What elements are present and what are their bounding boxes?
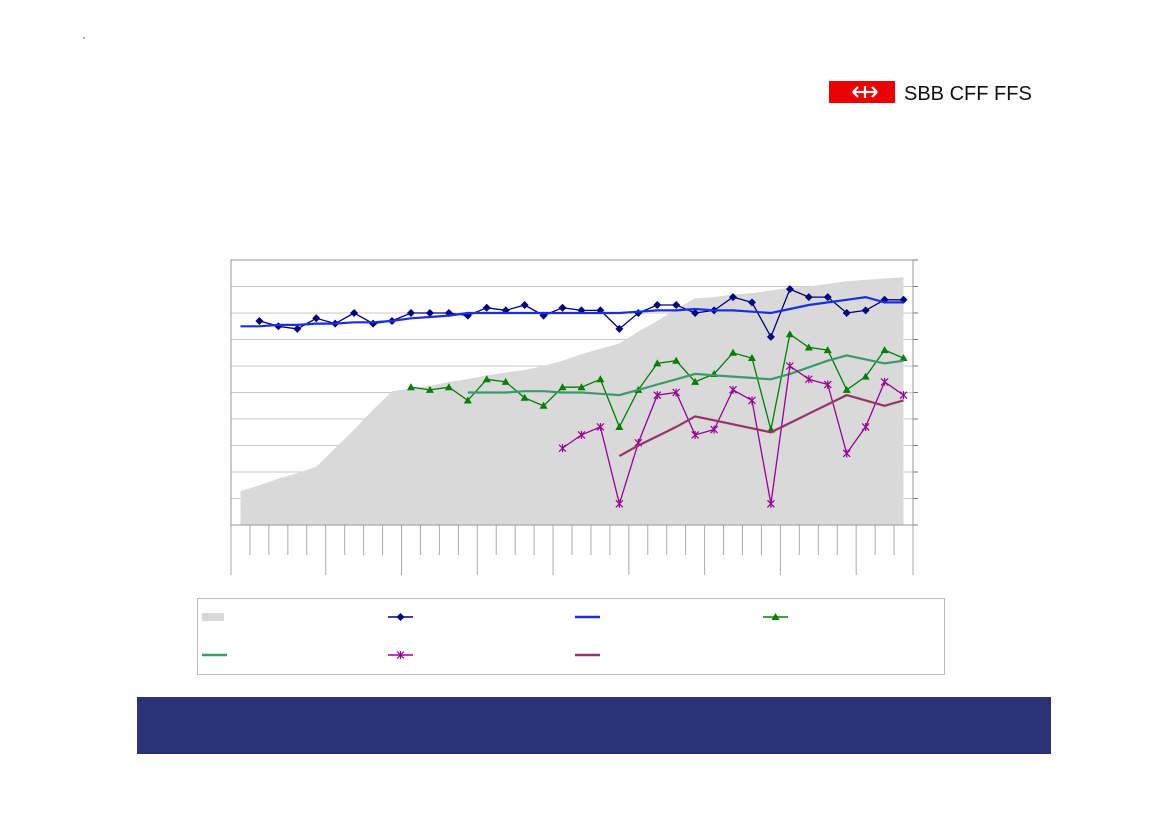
- marker: [425, 309, 434, 317]
- marker: [748, 396, 756, 405]
- plot: [230, 259, 918, 575]
- marker: [823, 346, 832, 354]
- marker: [406, 309, 415, 317]
- marker: [653, 301, 662, 310]
- marker: [785, 362, 794, 370]
- marker: [823, 293, 832, 302]
- marker: [615, 324, 624, 333]
- footer-band: [137, 697, 1051, 754]
- marker: [861, 372, 870, 380]
- marker: [312, 314, 321, 323]
- marker: [729, 293, 738, 302]
- marker: [766, 499, 775, 508]
- marker: [691, 430, 700, 439]
- marker: [463, 396, 472, 404]
- marker: [861, 306, 870, 315]
- marker: [766, 332, 775, 341]
- marker: [350, 309, 359, 317]
- marker: [482, 303, 491, 312]
- marker: [691, 309, 700, 317]
- marker: [710, 425, 719, 434]
- marker: [842, 385, 851, 393]
- marker: [672, 356, 681, 364]
- legend-swatch: [202, 613, 224, 621]
- marker: [558, 303, 567, 312]
- marker: [444, 383, 453, 391]
- marker: [615, 422, 624, 430]
- marker: [747, 354, 756, 362]
- marker: [501, 377, 510, 385]
- marker: [520, 393, 529, 401]
- marker: [558, 444, 567, 453]
- marker: [691, 377, 700, 385]
- legend-marker: [396, 613, 405, 621]
- marker: [653, 391, 662, 400]
- marker: [823, 380, 832, 389]
- marker: [672, 388, 681, 397]
- plot-border: [230, 259, 914, 526]
- marker: [596, 375, 605, 383]
- legend: [197, 598, 945, 675]
- marker: [804, 343, 813, 351]
- brand: SBB CFF FFS: [904, 83, 1032, 105]
- marker: [558, 383, 567, 391]
- marker: [482, 375, 491, 383]
- marker: [842, 309, 851, 317]
- marker: [425, 385, 434, 393]
- marker: [785, 285, 794, 294]
- marker: [880, 377, 889, 386]
- marker: [729, 348, 738, 356]
- line: [240, 295, 904, 328]
- marker: [880, 346, 889, 354]
- marker: [596, 422, 605, 431]
- marker: [539, 401, 548, 409]
- marker: [577, 430, 586, 439]
- logo: SBB CFF FFS: [829, 81, 1032, 105]
- legend-marker: [771, 613, 780, 620]
- marker: [804, 293, 813, 302]
- marker: [785, 330, 794, 338]
- marker: [804, 375, 813, 384]
- marker: [615, 499, 624, 508]
- marker: [672, 301, 681, 310]
- marker: [861, 422, 870, 431]
- marker: [747, 298, 756, 307]
- logo-symbol: [852, 86, 878, 98]
- area: [240, 277, 904, 525]
- line: [618, 393, 904, 458]
- line: [467, 354, 904, 397]
- marker: [653, 359, 662, 367]
- marker: [406, 383, 415, 391]
- marker: [255, 316, 264, 325]
- marker: [899, 391, 908, 400]
- marker: [293, 324, 302, 333]
- dot: [83, 37, 85, 39]
- legend-marker: [396, 651, 405, 659]
- marker: [729, 385, 737, 394]
- marker: [842, 449, 851, 458]
- marker: [577, 383, 586, 391]
- marker: [899, 354, 908, 362]
- marker: [520, 301, 529, 310]
- legend-items: [202, 613, 788, 659]
